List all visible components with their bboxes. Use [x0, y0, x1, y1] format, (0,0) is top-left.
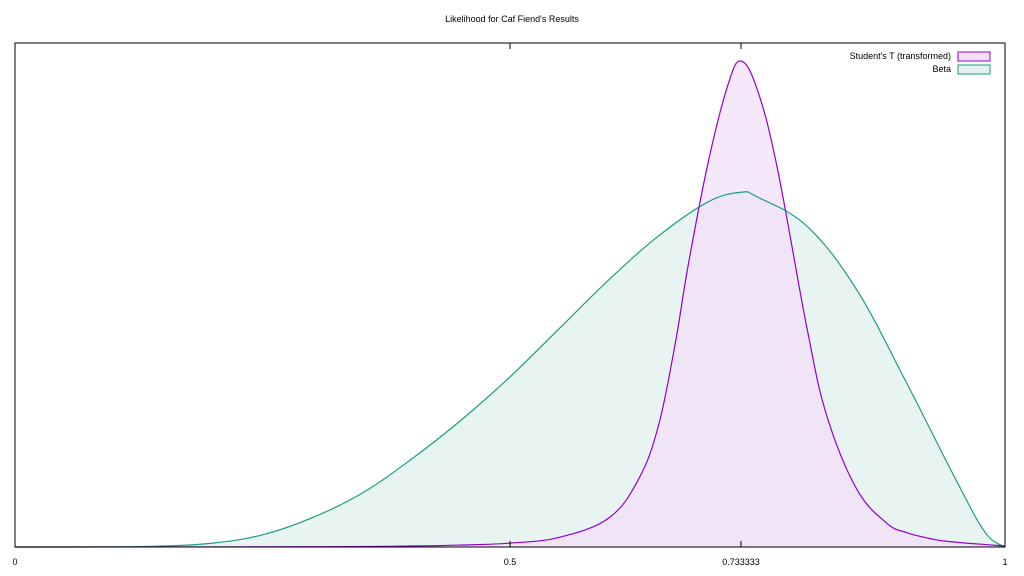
legend-swatch: [957, 51, 991, 62]
legend-label: Beta: [932, 64, 951, 74]
x-tick-label: 0: [12, 557, 18, 567]
x-tick-label: 0.5: [503, 557, 517, 567]
series-line-1: [14, 191, 1006, 548]
series-area-0: [15, 60, 1005, 547]
chart-title: Likelihood for Caf Fiend's Results: [445, 14, 579, 24]
series-line-0: [14, 60, 1006, 548]
legend-swatch: [957, 64, 991, 75]
legend-label: Student's T (transformed): [849, 51, 951, 61]
x-tick-label: 1: [1002, 557, 1008, 567]
x-tick-label: 0.733333: [722, 557, 760, 567]
